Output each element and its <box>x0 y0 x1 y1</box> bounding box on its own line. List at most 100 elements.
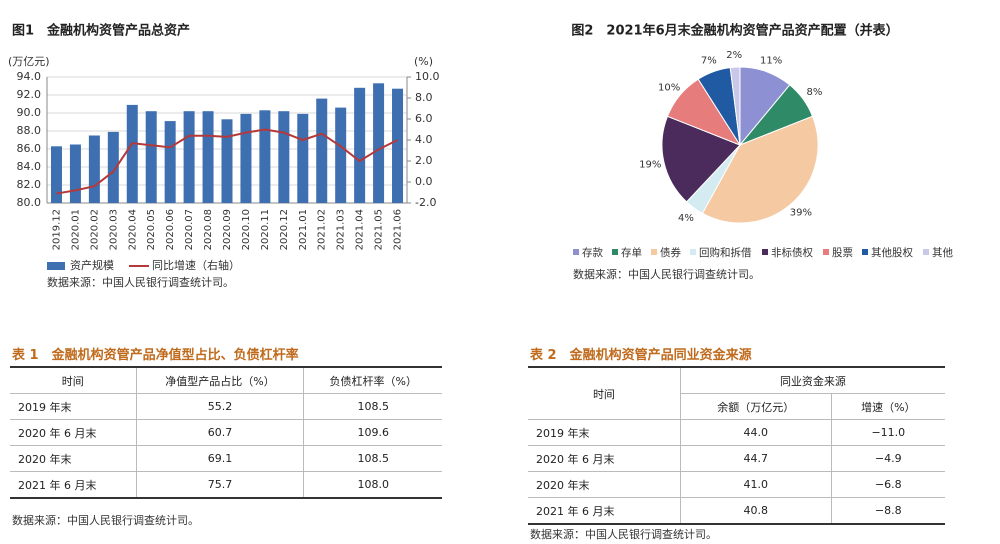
table-cell: 60.7 <box>135 419 305 446</box>
table-cell: 108.5 <box>303 445 442 472</box>
y-tick-label: 94.0 <box>17 70 42 83</box>
table-cell: 69.1 <box>135 445 305 472</box>
header-cell: 时间 <box>528 366 681 420</box>
x-tick-label: 2020.02 <box>89 209 100 250</box>
legend-swatch <box>573 249 579 255</box>
legend-label: 其他 <box>932 246 953 259</box>
legend-swatch <box>651 249 657 255</box>
header-cell: 增速（%） <box>830 393 945 420</box>
y-axis-label: (万亿元) <box>8 55 50 68</box>
table-cell: −6.8 <box>830 471 945 498</box>
legend-label: 非标债权 <box>771 246 813 259</box>
table-title: 表 1 金融机构资管产品净值型占比、负债杠杆率 <box>12 348 299 363</box>
table-cell: −11.0 <box>830 419 945 446</box>
bar <box>221 119 233 203</box>
charts: 图1 金融机构资管产品总资产 (万亿元) (%) 数据来源：中国人民银行调查统计… <box>8 23 953 290</box>
y2-tick-label: 8.0 <box>415 91 433 104</box>
table-cell: 2019 年末 <box>10 393 137 420</box>
table-row: 2019 年末 44.0 −11.0 <box>528 419 945 446</box>
legend-swatch <box>762 249 768 255</box>
x-tick-label: 2020.11 <box>260 209 271 250</box>
legend-label: 债券 <box>660 246 681 259</box>
legend-label: 资产规模 <box>70 258 114 272</box>
y-tick-label: 88.0 <box>17 124 42 137</box>
table-cell: 44.7 <box>679 445 832 472</box>
header-cell: 时间 <box>10 366 137 394</box>
y2-tick-label: 6.0 <box>415 112 433 125</box>
x-tick-label: 2021.02 <box>317 209 328 250</box>
bar <box>354 87 366 203</box>
data-label: 11% <box>760 55 782 66</box>
x-tick-label: 2020.07 <box>184 209 195 250</box>
y2-tick-label: 2.0 <box>415 154 433 167</box>
source: 数据来源：中国人民银行调查统计司。 <box>573 267 760 281</box>
table-row: 2021 年 6 月末 40.8 −8.8 <box>528 497 945 525</box>
x-tick-label: 2020.05 <box>146 209 157 250</box>
x-tick-label: 2020.08 <box>203 209 214 250</box>
table-cell: 108.0 <box>303 471 442 499</box>
table-cell: 44.0 <box>679 419 832 446</box>
table-row: 2020 年 6 月末 60.7 109.6 <box>10 419 442 446</box>
x-tick-label: 2021.04 <box>355 209 366 250</box>
y2-axis-label: (%) <box>414 55 433 68</box>
bar <box>164 121 176 203</box>
y-tick-label: 82.0 <box>17 178 42 191</box>
data-label: 8% <box>806 87 822 98</box>
legend-label: 同比增速（右轴） <box>152 258 240 272</box>
bar <box>126 104 138 203</box>
x-tick-label: 2021.05 <box>374 209 385 250</box>
legend-label: 股票 <box>832 247 853 259</box>
x-tick-label: 2019.12 <box>51 209 62 250</box>
legend-label: 回购和拆借 <box>699 246 752 259</box>
bar <box>202 111 214 203</box>
x-tick-label: 2020.04 <box>127 209 138 250</box>
header-cell: 同业资金来源 <box>679 366 945 394</box>
bar <box>316 98 328 203</box>
table-row: 2019 年末 55.2 108.5 <box>10 393 442 420</box>
table-row: 2020 年末 41.0 −6.8 <box>528 471 945 498</box>
bar <box>88 135 100 203</box>
y2-tick-label: 0.0 <box>415 175 433 188</box>
legend-label: 存单 <box>621 246 642 259</box>
legend-swatch <box>862 249 868 255</box>
table-cell: 55.2 <box>135 393 305 420</box>
bar <box>183 111 195 203</box>
legend-swatch <box>47 262 65 270</box>
x-tick-label: 2020.12 <box>279 209 290 250</box>
table: 时间 同业资金来源 余额（万亿元） 增速（%） 2019 年末 44.0 −11.0 20… <box>528 366 945 525</box>
x-tick-label: 2021.01 <box>298 209 309 250</box>
y-tick-label: 80.0 <box>17 196 42 209</box>
bar <box>297 113 309 203</box>
legend-label: 存款 <box>582 246 603 259</box>
source: 数据来源：中国人民银行调查统计司。 <box>530 528 717 541</box>
pie-slice <box>701 115 819 224</box>
y2-tick-label: 4.0 <box>415 133 433 146</box>
data-label: 2% <box>726 50 742 61</box>
pie-slice <box>729 66 741 146</box>
x-tick-label: 2020.10 <box>241 209 252 250</box>
table-cell: 2021 年 6 月末 <box>10 471 137 499</box>
x-tick-label: 2020.01 <box>70 209 81 250</box>
table-title: 表 2 金融机构资管产品同业资金来源 <box>530 348 752 363</box>
source: 数据来源：中国人民银行调查统计司。 <box>12 514 199 527</box>
table-cell: −8.8 <box>830 497 945 525</box>
data-label: 10% <box>658 83 680 94</box>
y-tick-label: 84.0 <box>17 160 42 173</box>
table-row: 2020 年末 69.1 108.5 <box>10 445 442 472</box>
table-row: 2020 年 6 月末 44.7 −4.9 <box>528 445 945 472</box>
legend-swatch <box>690 249 696 255</box>
table-cell: 108.5 <box>303 393 442 420</box>
bar <box>373 83 385 203</box>
bar <box>240 113 252 203</box>
legend-label: 其他股权 <box>871 246 913 259</box>
table: 时间 净值型产品占比（%） 负债杠杆率（%） 2019 年末 55.2 108.5 202… <box>10 366 442 499</box>
table-header: 时间 净值型产品占比（%） 负债杠杆率（%） <box>10 366 442 394</box>
x-tick-label: 2020.03 <box>108 209 119 250</box>
bar <box>145 111 157 203</box>
source: 数据来源：中国人民银行调查统计司。 <box>47 275 234 289</box>
table-cell: 2021 年 6 月末 <box>528 497 681 525</box>
table-cell: −4.9 <box>830 445 945 472</box>
table-cell: 2020 年 6 月末 <box>10 419 137 446</box>
table-cell: 2020 年末 <box>10 445 137 472</box>
